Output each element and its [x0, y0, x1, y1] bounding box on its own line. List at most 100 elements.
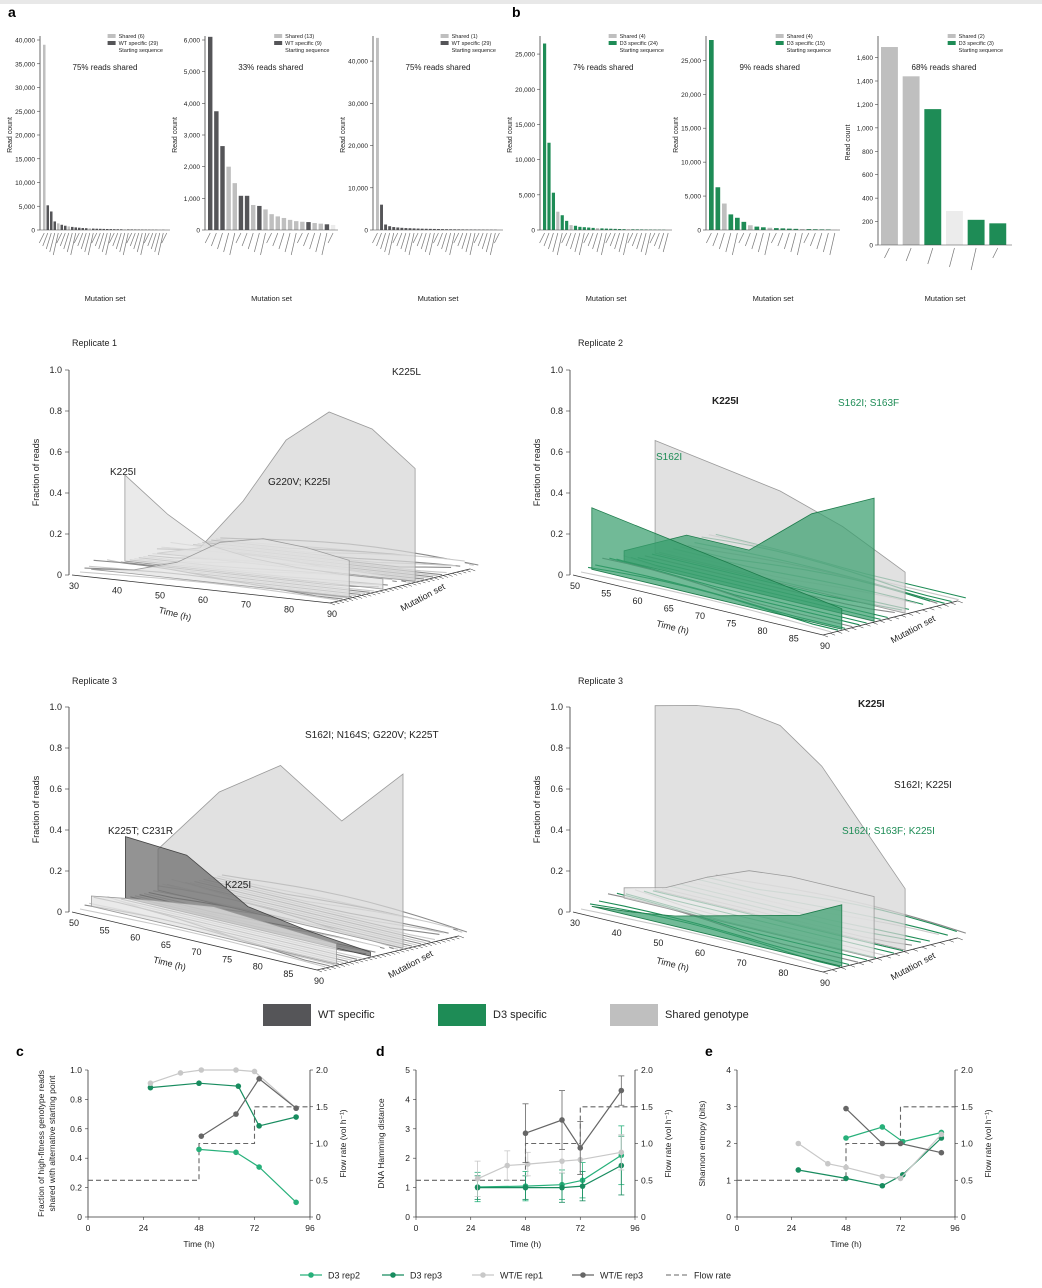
x-tick-label-mark: [738, 232, 745, 244]
mutation-tick: [837, 631, 843, 634]
series-point: [251, 1068, 258, 1075]
y-tick-label: 1.0: [550, 702, 563, 712]
bar: [547, 142, 551, 230]
x-tick-label-mark: [618, 232, 625, 253]
y-tick-label: 25,000: [515, 52, 535, 59]
x-tick-label-mark: [706, 232, 712, 244]
x-tick-label-mark: [731, 232, 738, 256]
highlight-area: [91, 895, 337, 965]
legend-label: Shared (13): [285, 34, 314, 40]
ribbon-line: [580, 571, 832, 633]
y-tick-label: 1: [726, 1175, 731, 1185]
x-tick-label-mark: [91, 232, 98, 244]
bar-chart-a3: 0 10,000 20,000 30,000 40,000 Read count Mutat…: [340, 34, 503, 303]
legend-label: Shared (2): [959, 34, 985, 40]
bar: [436, 229, 440, 230]
ribbon-fill: [194, 881, 440, 940]
y-tick-label: 40,000: [348, 59, 368, 66]
time-tick-label: 80: [253, 962, 263, 972]
x-tick-label-mark: [823, 232, 829, 253]
y-axis-title: DNA Hamming distance: [376, 1098, 386, 1189]
x-tick-label-mark: [453, 232, 460, 244]
x-tick-label-mark: [465, 232, 472, 253]
replicate-title: Replicate 1: [72, 338, 117, 348]
y-tick-label: 0.6: [49, 447, 62, 457]
time-tick-label: 70: [695, 611, 705, 621]
series-point: [147, 1084, 154, 1091]
y2-tick-label: 1.0: [961, 1139, 973, 1149]
mutation-tick: [403, 948, 410, 952]
y2-tick-label: 1.5: [641, 1102, 653, 1112]
mutation-tick: [394, 951, 400, 954]
legend-swatch: [775, 41, 784, 45]
mutation-tick: [375, 591, 381, 595]
x-tick-label: 72: [250, 1223, 260, 1233]
x-tick-label-mark: [80, 232, 87, 250]
bar: [396, 227, 400, 230]
x-tick-label-mark: [884, 247, 890, 259]
x-tick-label-mark: [303, 232, 309, 247]
legend-swatch-wt-specific: [263, 1004, 311, 1026]
x-tick-label-mark: [445, 232, 451, 253]
time-axis-title: Time (h): [158, 605, 193, 623]
mutation-tick: [865, 623, 871, 627]
panel-letter-c: c: [16, 1043, 24, 1059]
x-tick-label-mark: [905, 247, 912, 262]
panel-letter-b: b: [512, 4, 521, 20]
x-tick-label: 24: [139, 1223, 149, 1233]
y-tick-label: 4,000: [184, 101, 201, 108]
x-tick-label-mark: [119, 232, 126, 253]
mutation-tick: [440, 940, 446, 943]
x-tick-label-mark: [129, 232, 136, 247]
y-tick-label: 10,000: [348, 185, 368, 192]
mutation-tick: [385, 953, 391, 956]
series-line-wt-e-rep3: [845, 1108, 942, 1154]
mutation-tick: [831, 969, 838, 972]
genotype-label: K225I: [110, 467, 136, 478]
bar: [71, 226, 74, 230]
mutation-tick: [397, 586, 403, 589]
x-tick-label-mark: [143, 232, 150, 244]
x-tick-label-mark: [437, 232, 443, 247]
x-tick-label-mark: [790, 232, 797, 253]
legend-label: Shared (4): [620, 34, 646, 40]
y-tick-label: 5,000: [685, 194, 702, 201]
line-chart-e: 0 1 2 3 4 0 0.5 1.0 1.5 2.0 0 24 48 72 96 Time (h) Shann…: [697, 1065, 993, 1249]
time-tick-label: 75: [726, 619, 736, 629]
mutation-axis-line: [329, 568, 471, 604]
bar: [416, 228, 420, 230]
time-tick-label: 40: [612, 928, 622, 938]
x-tick-label-mark: [42, 232, 49, 247]
y-tick-label: 0.2: [49, 866, 62, 876]
legend-label: Shared (1): [452, 34, 478, 40]
series-point: [256, 1164, 262, 1170]
legend-label: Starting sequence: [285, 48, 329, 54]
x-tick-label-mark: [416, 232, 423, 247]
ribbon-fill: [608, 893, 858, 963]
mutation-tick: [936, 606, 942, 609]
y-tick-label: 1.0: [550, 365, 563, 375]
mutation-tick: [939, 942, 945, 945]
series-point: [938, 1149, 945, 1156]
x-tick-label-mark: [384, 232, 390, 253]
x-tick-label-mark: [49, 232, 56, 253]
x-tick-label-mark: [229, 232, 236, 256]
y2-tick-label: 1.5: [316, 1102, 328, 1112]
x-tick-label-mark: [796, 232, 803, 256]
waterfall-3d-rep3-d3: Replicate 3 0 0.2 0.4 0.6 0.8 1.0 Fraction of r…: [532, 676, 966, 988]
mutation-tick: [915, 611, 921, 614]
x-tick-label-mark: [587, 232, 594, 247]
time-tick-label: 80: [757, 626, 767, 636]
series-point: [233, 1067, 239, 1073]
mutation-tick: [449, 937, 455, 941]
legend-swatch: [947, 41, 956, 45]
y2-tick-label: 1.0: [316, 1139, 328, 1149]
x-tick-label-mark: [161, 232, 168, 244]
x-tick-label-mark: [266, 232, 272, 244]
series-point: [843, 1175, 849, 1182]
bar: [613, 228, 617, 230]
legend-swatch: [775, 34, 784, 38]
series-point: [196, 1080, 202, 1087]
series-point: [843, 1105, 849, 1112]
y2-axis-title: Flow rate (vol h⁻¹): [338, 1109, 348, 1177]
